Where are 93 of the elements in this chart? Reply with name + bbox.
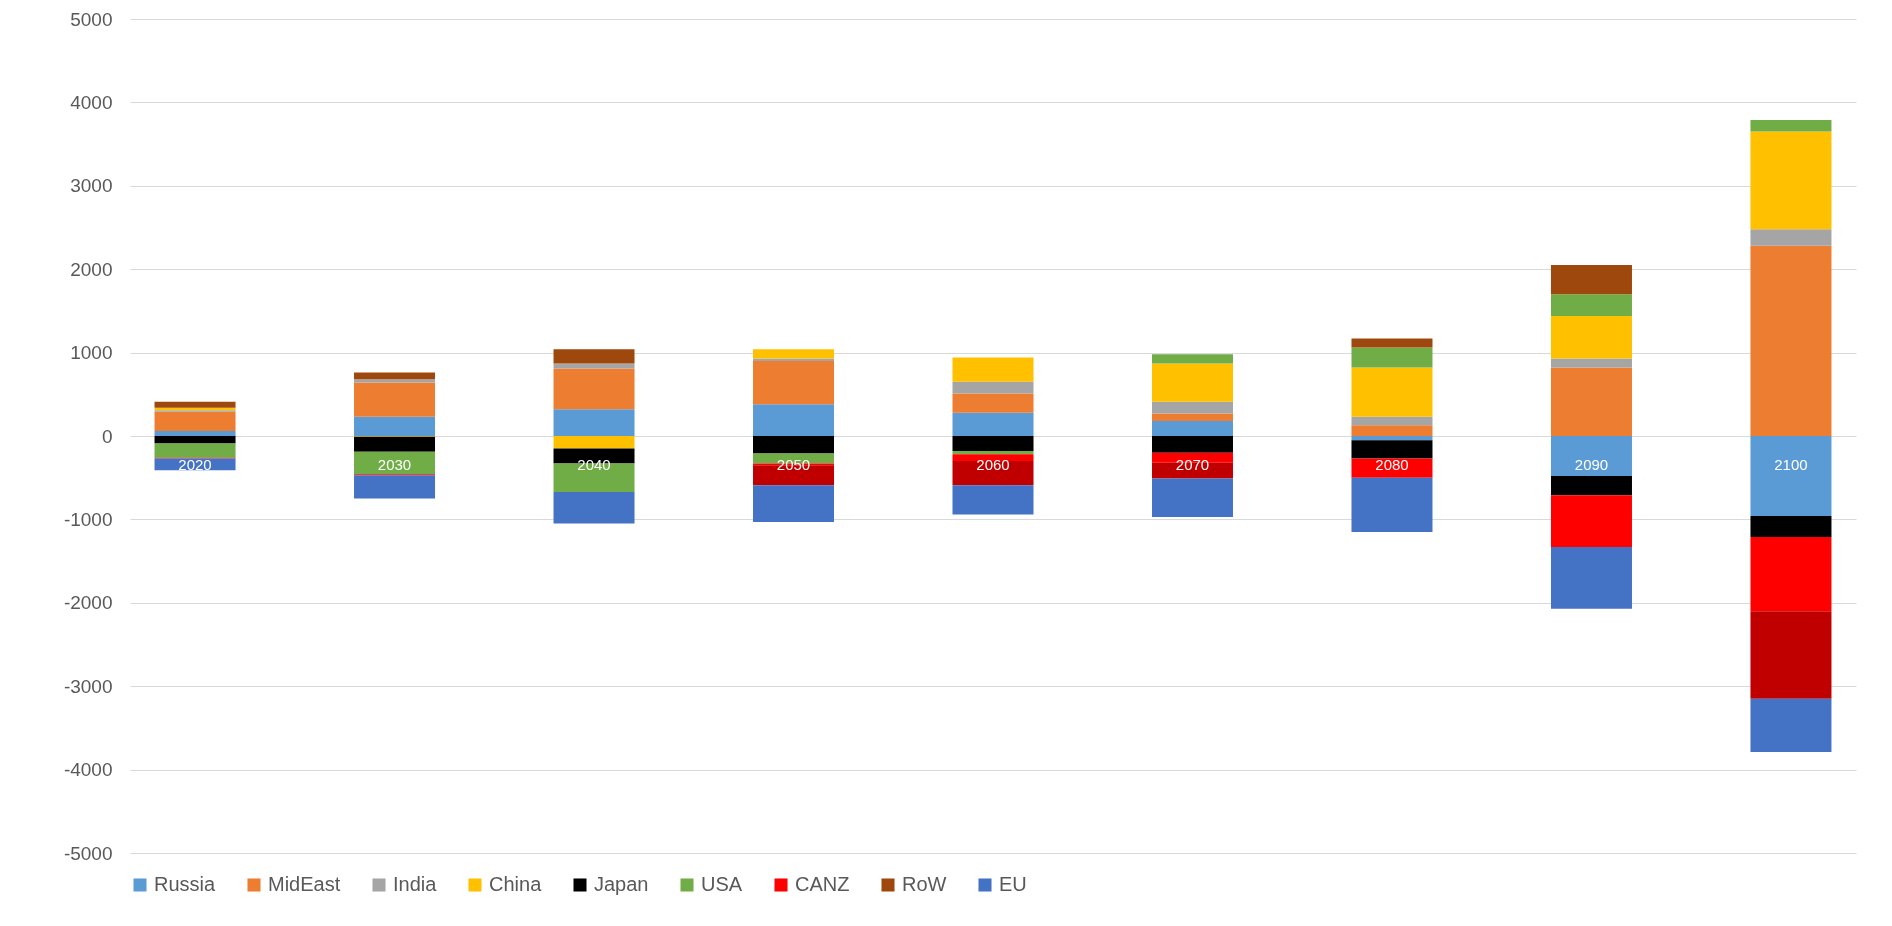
- bar: [1750, 245, 1832, 436]
- bar: [952, 381, 1034, 394]
- bar: [952, 485, 1034, 515]
- bar: [952, 357, 1034, 382]
- bar: [154, 411, 236, 431]
- y-tick-label: -2000: [63, 592, 113, 614]
- bar: [154, 401, 236, 408]
- bar: [1151, 413, 1233, 421]
- bar: [1750, 436, 1832, 517]
- bar: [1550, 315, 1632, 359]
- bar: [354, 379, 436, 383]
- bar: [1550, 546, 1632, 609]
- legend-label: India: [393, 873, 438, 895]
- y-tick-label: -4000: [63, 759, 113, 781]
- bar: [1151, 436, 1233, 453]
- bar: [753, 360, 835, 405]
- bar: [1151, 354, 1233, 364]
- bar: [553, 491, 635, 524]
- legend-label: Japan: [594, 873, 649, 895]
- bar: [1351, 425, 1433, 436]
- bar: [1351, 338, 1433, 348]
- bar: [154, 431, 236, 436]
- bar: [753, 485, 835, 522]
- bar: [354, 372, 436, 380]
- y-tick-label: 2000: [70, 258, 113, 280]
- bar: [1151, 401, 1233, 414]
- legend-label: MidEast: [268, 873, 341, 895]
- bar: [1351, 416, 1433, 426]
- bar: [553, 349, 635, 364]
- y-tick-label: 5000: [70, 8, 113, 30]
- bar: [1550, 367, 1632, 436]
- y-tick-label: 1000: [70, 342, 113, 364]
- bar: [553, 363, 635, 369]
- bar: [1151, 478, 1233, 517]
- legend-label: RoW: [902, 873, 947, 895]
- y-tick-label: -3000: [63, 675, 113, 697]
- bar: [1750, 516, 1832, 537]
- bar: [1550, 265, 1632, 295]
- bar: [1550, 436, 1632, 477]
- bar: [952, 461, 1034, 486]
- bar: [753, 436, 835, 454]
- x-tick-label: 2080: [1375, 455, 1409, 473]
- x-tick-label: 2030: [377, 455, 412, 473]
- legend-label: USA: [701, 873, 743, 895]
- bar: [1750, 611, 1832, 699]
- bar: [1351, 347, 1433, 368]
- bar: [952, 412, 1034, 436]
- bar: [354, 436, 436, 452]
- y-tick-label: -1000: [63, 508, 113, 530]
- y-tick-label: 3000: [70, 175, 113, 197]
- legend-label: China: [489, 873, 543, 895]
- bar: [1351, 440, 1433, 459]
- bar: [753, 404, 835, 436]
- x-tick-label: 2020: [178, 455, 212, 473]
- x-tick-label: 2060: [976, 455, 1010, 473]
- bar: [952, 454, 1034, 462]
- bar: [1750, 536, 1832, 612]
- bar: [553, 368, 635, 410]
- x-tick-label: 2100: [1774, 455, 1808, 473]
- y-tick-label: -5000: [63, 842, 113, 864]
- bar: [1550, 358, 1632, 368]
- bar: [354, 382, 436, 417]
- bar: [1550, 294, 1632, 316]
- bar: [1351, 367, 1433, 417]
- bar: [354, 475, 436, 499]
- bar: [952, 436, 1034, 452]
- bar: [1750, 229, 1832, 246]
- y-tick-label: 4000: [70, 91, 113, 113]
- legend-label: EU: [999, 873, 1027, 895]
- bar: [553, 436, 635, 449]
- x-tick-label: 2070: [1175, 455, 1210, 473]
- bar: [1151, 363, 1233, 402]
- bar: [154, 443, 236, 458]
- bar: [1550, 495, 1632, 547]
- bar: [1750, 119, 1832, 132]
- bar: [753, 358, 835, 361]
- bar: [154, 436, 236, 444]
- bar: [1351, 436, 1433, 441]
- bar: [1151, 462, 1233, 479]
- legend-label: CANZ: [795, 873, 850, 895]
- legend-label: Russia: [154, 873, 217, 895]
- bar: [1151, 420, 1233, 436]
- bar: [553, 409, 635, 436]
- x-tick-label: 2090: [1574, 455, 1609, 473]
- bar: [952, 451, 1034, 455]
- bar: [952, 393, 1034, 413]
- y-tick-label: 0: [101, 425, 113, 447]
- bar: [1351, 477, 1433, 532]
- bar: [753, 349, 835, 359]
- bar: [1750, 698, 1832, 753]
- bar: [1750, 131, 1832, 230]
- bar: [1550, 476, 1632, 496]
- bar: [354, 416, 436, 436]
